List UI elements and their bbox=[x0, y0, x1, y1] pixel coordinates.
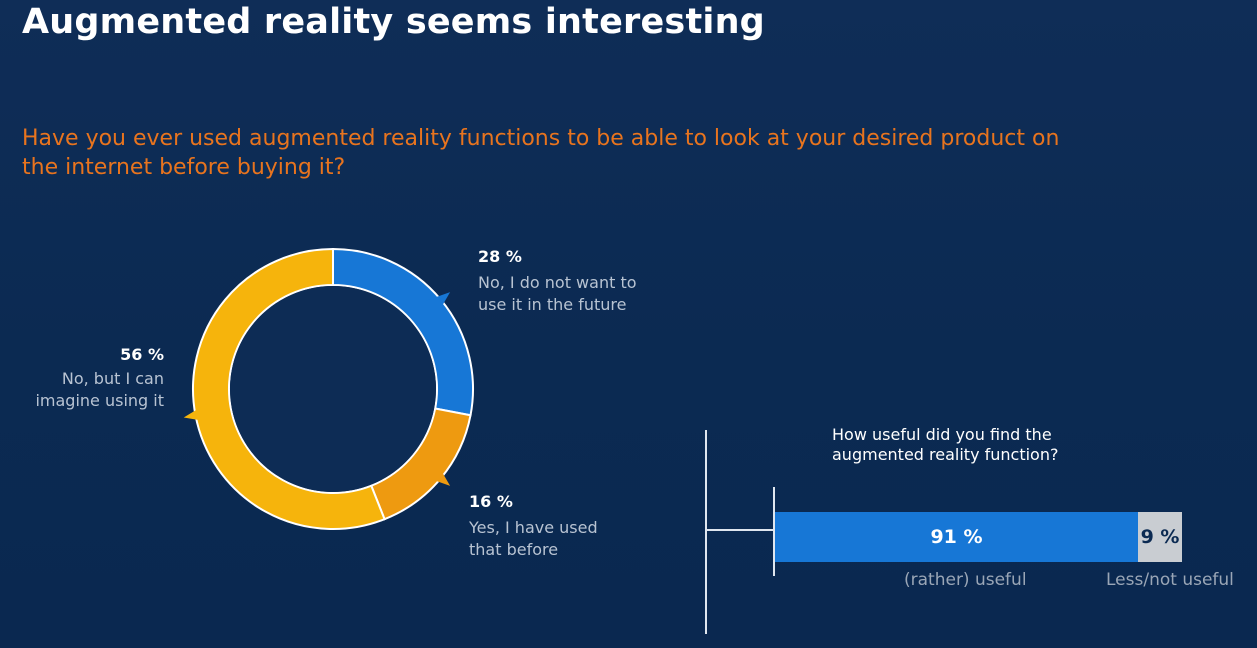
slice-value-used-before: 16 % bbox=[469, 492, 513, 511]
slice-label-can-imagine: No, but I can imagine using it bbox=[35, 369, 164, 410]
bar-axis-line bbox=[773, 487, 775, 576]
slice-value-not-want: 28 % bbox=[478, 247, 522, 266]
donut-hole bbox=[230, 286, 436, 492]
bar-value-useful: 91 % bbox=[930, 526, 983, 548]
slice-value-can-imagine: 56 % bbox=[120, 345, 164, 364]
slice-label-used-before: Yes, I have used that before bbox=[469, 518, 598, 559]
page-title: Augmented reality seems interesting bbox=[22, 2, 765, 42]
donut-slice-can-imagine bbox=[192, 247, 386, 530]
bar-segment-less-useful bbox=[1138, 512, 1182, 562]
bracket-line-vertical bbox=[705, 430, 707, 634]
bracket-line-horizontal bbox=[705, 529, 775, 531]
bar-value-less-useful: 9 % bbox=[1140, 526, 1180, 548]
donut-question: Have you ever used augmented reality fun… bbox=[22, 126, 1060, 180]
donut-slice-used-before-pointer bbox=[425, 463, 451, 486]
bar-category-less-useful: Less/not useful bbox=[1106, 570, 1234, 590]
bar-segment-useful bbox=[775, 512, 1138, 562]
bar-category-useful: (rather) useful bbox=[904, 570, 1027, 590]
donut-slice-can-imagine-pointer bbox=[183, 404, 210, 422]
donut-slice-not-want-pointer bbox=[425, 292, 451, 315]
bar-question: How useful did you find the augmented re… bbox=[832, 425, 1059, 464]
slice-label-not-want: No, I do not want to use it in the futur… bbox=[478, 273, 637, 314]
